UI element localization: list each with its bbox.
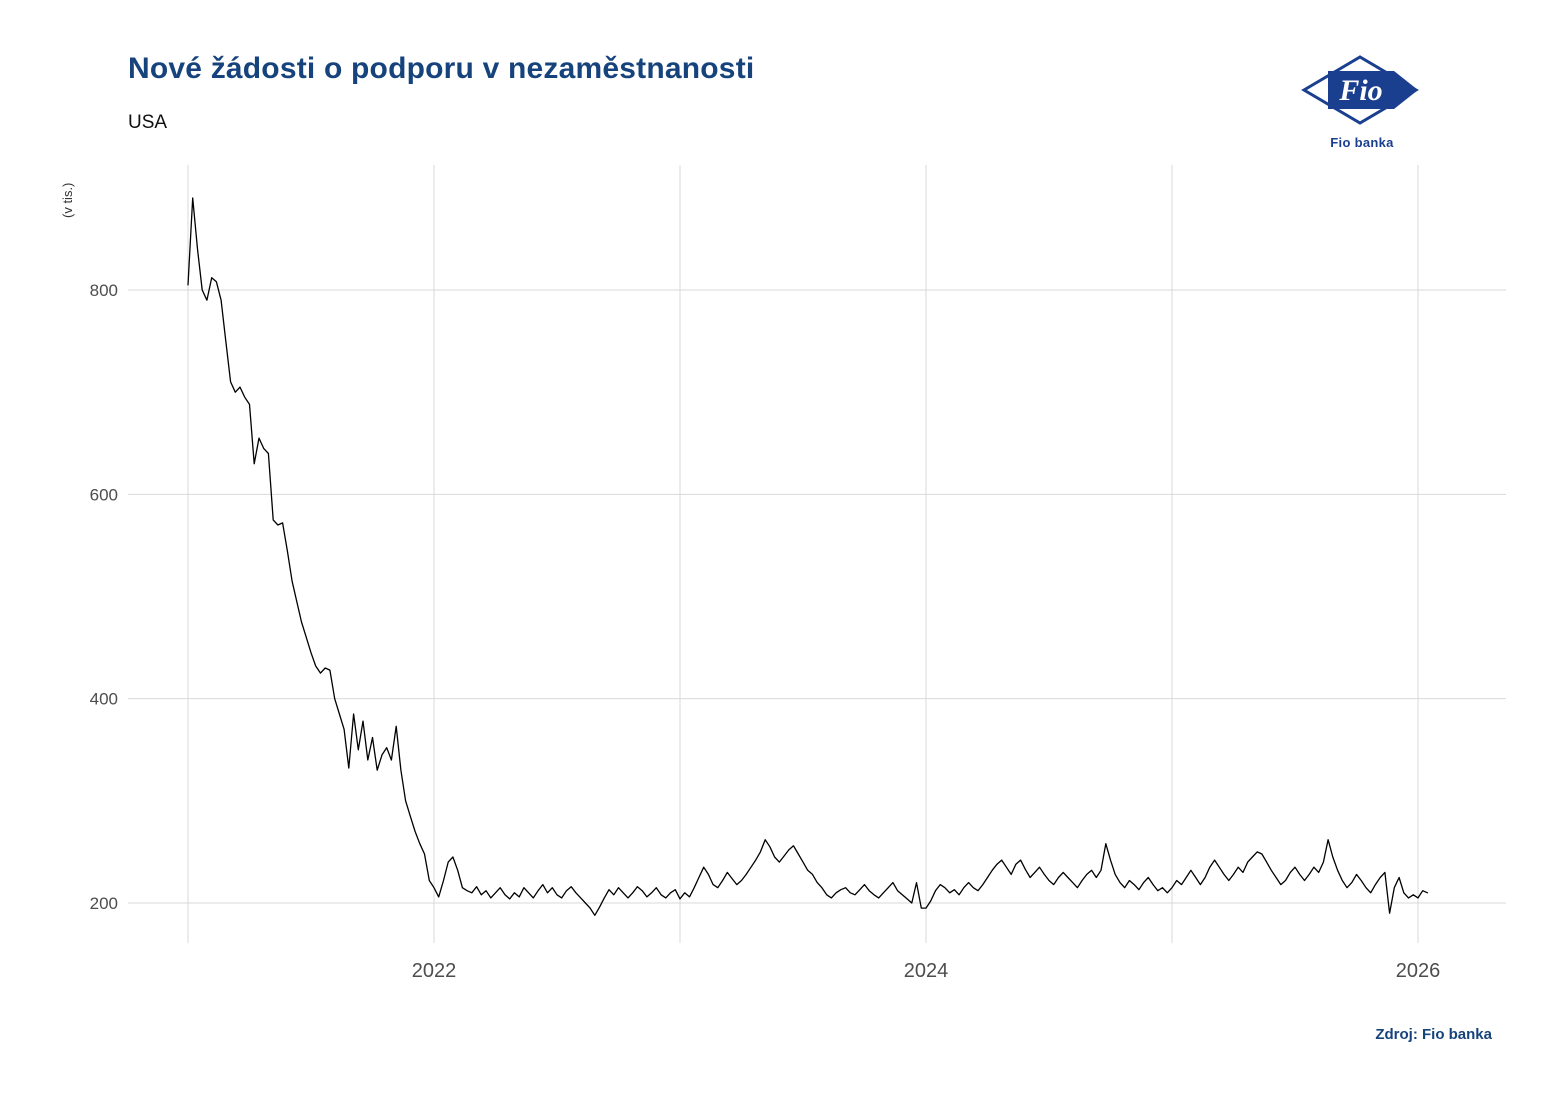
y-tick-600: 600	[90, 485, 118, 504]
fio-bank-logo: Fio Fio banka	[1300, 52, 1424, 150]
y-tick-200: 200	[90, 894, 118, 913]
fio-logo-mark-icon: Fio	[1301, 55, 1419, 125]
y-tick-400: 400	[90, 690, 118, 709]
y-tick-800: 800	[90, 281, 118, 300]
claims-line	[187, 197, 1429, 916]
chart-subtitle: USA	[128, 112, 168, 133]
source-note: Zdroj: Fio banka	[1375, 1026, 1492, 1043]
logo-flag-shape	[1328, 71, 1418, 109]
page-title: Nové žádosti o podporu v nezaměstnanosti	[128, 52, 755, 85]
x-tick-2024: 2024	[904, 960, 949, 982]
logo-text: Fio	[1338, 74, 1382, 107]
x-tick-2026: 2026	[1396, 960, 1441, 982]
logo-caption: Fio banka	[1330, 135, 1394, 150]
x-tick-2022: 2022	[412, 960, 457, 982]
